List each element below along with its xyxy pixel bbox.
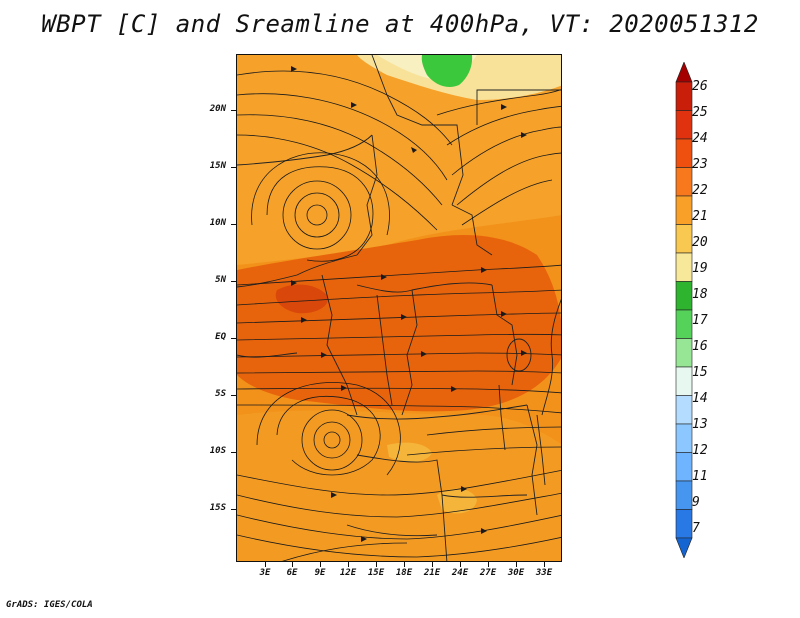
lon-tick xyxy=(320,562,321,567)
streamlines xyxy=(237,70,561,561)
lat-tick xyxy=(231,395,236,396)
colorbar-top-arrow xyxy=(675,62,693,83)
colorbar-segment xyxy=(675,309,693,339)
lakes xyxy=(498,338,546,486)
east-coastline xyxy=(541,298,561,416)
lat-label-eq: EQ xyxy=(215,332,226,342)
colorbar-segment xyxy=(675,252,693,282)
colorbar-segment xyxy=(675,480,693,510)
lon-label-3e: 3E xyxy=(259,568,271,578)
streamline-arrows xyxy=(291,66,527,542)
lon-label-6e: 6E xyxy=(286,568,298,578)
colorbar-segment xyxy=(675,167,693,197)
map-panel xyxy=(236,54,562,562)
colorbar-label-13: 13 xyxy=(692,417,708,432)
lat-tick xyxy=(231,224,236,225)
lat-tick xyxy=(231,167,236,168)
colorbar-label-22: 22 xyxy=(692,183,708,198)
wbpt-light-patch xyxy=(437,488,477,514)
lon-label-24e: 24E xyxy=(451,568,469,578)
colorbar-bottom-arrow xyxy=(675,537,693,558)
lon-label-30e: 30E xyxy=(507,568,525,578)
lon-label-21e: 21E xyxy=(423,568,441,578)
colorbar-label-20: 20 xyxy=(692,235,708,250)
colorbar-label-17: 17 xyxy=(692,313,708,328)
colorbar-label-11: 11 xyxy=(692,469,708,484)
lon-tick xyxy=(292,562,293,567)
colorbar xyxy=(675,62,693,558)
colorbar-segment xyxy=(675,110,693,140)
colorbar-label-26: 26 xyxy=(692,79,708,94)
lon-tick xyxy=(488,562,489,567)
lat-tick xyxy=(231,110,236,111)
colorbar-label-19: 19 xyxy=(692,261,708,276)
colorbar-segment xyxy=(675,366,693,396)
wbpt-green-north xyxy=(421,55,473,87)
wbpt-equatorial-zone xyxy=(237,235,561,412)
lat-tick xyxy=(231,452,236,453)
lat-label-10s: 10S xyxy=(209,446,226,456)
colorbar-label-24: 24 xyxy=(692,131,708,146)
colorbar-segment xyxy=(675,81,693,111)
colorbar-segment xyxy=(675,423,693,453)
lon-label-33e: 33E xyxy=(535,568,553,578)
colorbar-segment xyxy=(675,224,693,254)
colorbar-segment xyxy=(675,509,693,539)
lat-tick xyxy=(231,338,236,339)
lon-tick xyxy=(376,562,377,567)
wbpt-north-band xyxy=(237,55,561,265)
lat-label-15s: 15S xyxy=(209,503,226,513)
lat-label-10n: 10N xyxy=(209,218,226,228)
lon-tick xyxy=(348,562,349,567)
lat-label-5n: 5N xyxy=(215,275,226,285)
colorbar-label-25: 25 xyxy=(692,105,708,120)
colorbar-segment xyxy=(675,195,693,225)
lon-label-27e: 27E xyxy=(479,568,497,578)
lon-label-9e: 9E xyxy=(314,568,326,578)
country-borders xyxy=(237,55,561,561)
colorbar-segment xyxy=(675,452,693,482)
lon-tick xyxy=(544,562,545,567)
colorbar-label-14: 14 xyxy=(692,391,708,406)
lon-tick xyxy=(404,562,405,567)
colorbar-label-15: 15 xyxy=(692,365,708,380)
lon-tick xyxy=(516,562,517,567)
lat-label-15n: 15N xyxy=(209,161,226,171)
colorbar-segment xyxy=(675,395,693,425)
colorbar-label-18: 18 xyxy=(692,287,708,302)
grads-credit: GrADS: IGES/COLA xyxy=(6,600,93,610)
map-canvas xyxy=(237,55,561,561)
wbpt-max-patch xyxy=(275,284,328,314)
lon-label-15e: 15E xyxy=(367,568,385,578)
lon-label-12e: 12E xyxy=(339,568,357,578)
lat-label-5s: 5S xyxy=(215,389,226,399)
lat-tick xyxy=(231,281,236,282)
colorbar-segment xyxy=(675,338,693,368)
lon-tick xyxy=(265,562,266,567)
lat-label-20n: 20N xyxy=(209,104,226,114)
colorbar-label-16: 16 xyxy=(692,339,708,354)
map-title: WBPT [C] and Sreamline at 400hPa, VT: 20… xyxy=(41,10,759,38)
lon-label-18e: 18E xyxy=(395,568,413,578)
colorbar-segment xyxy=(675,138,693,168)
wbpt-south-band xyxy=(237,410,561,561)
lon-tick xyxy=(432,562,433,567)
colorbar-segment xyxy=(675,281,693,311)
colorbar-label-12: 12 xyxy=(692,443,708,458)
colorbar-label-21: 21 xyxy=(692,209,708,224)
colorbar-label-23: 23 xyxy=(692,157,708,172)
wbpt-light-patch-2 xyxy=(387,442,432,462)
lat-tick xyxy=(231,509,236,510)
lon-tick xyxy=(460,562,461,567)
colorbar-segments xyxy=(675,62,693,558)
colorbar-label-7: 7 xyxy=(692,521,700,536)
colorbar-label-9: 9 xyxy=(692,495,700,510)
